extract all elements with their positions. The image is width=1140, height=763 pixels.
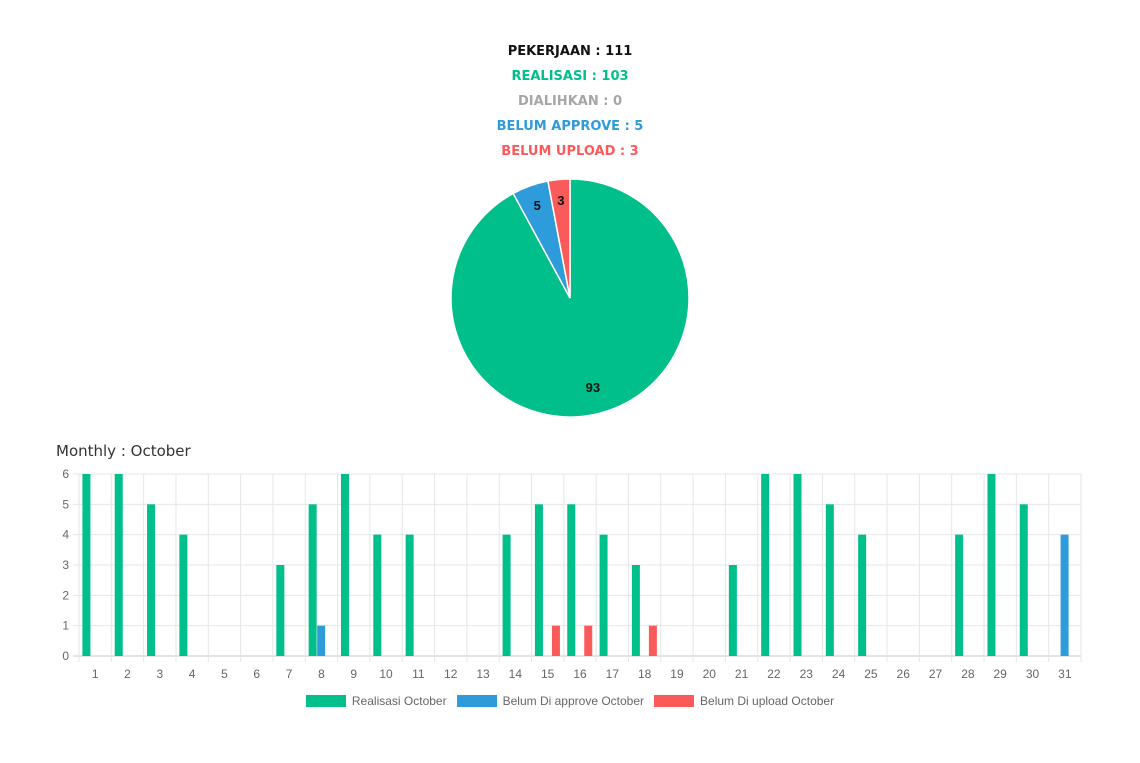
x-tick-label: 18 [638,667,652,681]
bar-belum-upload-16[interactable] [584,625,593,656]
legend-label-belum-approve: Belum Di approve October [502,694,645,708]
bar-realisasi-3[interactable] [147,504,156,656]
bar-realisasi-10[interactable] [373,534,382,656]
bar-realisasi-23[interactable] [793,474,802,656]
stat-belum-upload: BELUM UPLOAD : 3 [501,144,639,159]
x-tick-label: 1 [92,667,99,681]
bar-realisasi-24[interactable] [825,504,834,656]
bar-realisasi-7[interactable] [276,565,285,656]
x-tick-label: 31 [1058,667,1072,681]
y-tick-label: 2 [62,588,69,602]
x-tick-label: 15 [541,667,555,681]
y-tick-label: 3 [62,558,69,572]
x-tick-label: 23 [800,667,814,681]
x-tick-label: 20 [703,667,717,681]
legend-item-belum-upload[interactable]: Belum Di upload October [654,694,834,708]
bar-realisasi-30[interactable] [1019,504,1028,656]
y-tick-label: 5 [62,497,69,511]
bar-belum-approve-8[interactable] [317,625,326,656]
x-tick-label: 12 [444,667,458,681]
x-tick-label: 2 [124,667,131,681]
bar-realisasi-14[interactable] [502,534,511,656]
x-tick-label: 26 [897,667,911,681]
bar-realisasi-8[interactable] [308,504,317,656]
x-tick-label: 17 [606,667,620,681]
bar-belum-upload-15[interactable] [551,625,560,656]
bar-realisasi-4[interactable] [179,534,188,656]
bar-realisasi-28[interactable] [955,534,964,656]
x-tick-label: 29 [994,667,1008,681]
legend-swatch-belum-approve [456,695,497,707]
pie-label-belum-upload: 3 [557,193,564,208]
x-tick-label: 27 [929,667,943,681]
bar-belum-approve-31[interactable] [1060,534,1069,656]
x-tick-label: 22 [767,667,781,681]
monthly-title: Monthly : October [56,442,191,460]
x-tick-label: 9 [350,667,357,681]
x-tick-label: 28 [961,667,975,681]
legend-label-realisasi: Realisasi October [351,694,447,708]
x-tick-label: 8 [318,667,325,681]
bar-realisasi-22[interactable] [761,474,770,656]
legend-label-belum-upload: Belum Di upload October [700,694,835,708]
pie-label-realisasi: 93 [586,380,600,395]
x-tick-label: 5 [221,667,228,681]
bar-realisasi-18[interactable] [631,565,640,656]
x-tick-label: 25 [864,667,878,681]
stat-dialihkan: DIALIHKAN : 0 [518,94,622,109]
x-tick-label: 4 [189,667,196,681]
summary-stats: PEKERJAAN : 111 REALISASI : 103 DIALIHKA… [420,42,720,167]
pie-label-belum-approve: 5 [534,198,541,213]
bar-realisasi-9[interactable] [340,474,349,656]
x-tick-label: 16 [573,667,587,681]
chart-legend: Realisasi October Belum Di approve Octob… [0,694,1140,708]
x-tick-label: 3 [156,667,163,681]
bar-realisasi-29[interactable] [987,474,996,656]
stat-realisasi: REALISASI : 103 [511,69,629,84]
x-tick-label: 14 [509,667,523,681]
x-tick-label: 10 [379,667,393,681]
bar-realisasi-17[interactable] [599,534,608,656]
legend-swatch-realisasi [305,695,346,707]
y-tick-label: 0 [62,649,69,663]
bar-realisasi-15[interactable] [534,504,543,656]
bar-realisasi-1[interactable] [82,474,91,656]
bar-realisasi-25[interactable] [858,534,867,656]
x-tick-label: 24 [832,667,846,681]
x-tick-label: 30 [1026,667,1040,681]
bar-realisasi-2[interactable] [114,474,123,656]
pie-chart: 93 5 3 [450,178,690,418]
x-tick-label: 21 [735,667,749,681]
legend-swatch-belum-upload [654,695,695,707]
x-tick-label: 7 [286,667,293,681]
x-tick-label: 6 [253,667,260,681]
bar-realisasi-21[interactable] [728,565,737,656]
legend-item-belum-approve[interactable]: Belum Di approve October [456,694,645,708]
bar-belum-upload-18[interactable] [648,625,657,656]
pie-slice-belum-upload[interactable] [547,178,571,299]
x-tick-label: 13 [476,667,490,681]
stat-belum-approve: BELUM APPROVE : 5 [496,119,644,134]
stat-pekerjaan: PEKERJAAN : 111 [507,44,633,59]
y-tick-label: 1 [62,619,69,633]
legend-item-realisasi[interactable]: Realisasi October [305,694,447,708]
bar-realisasi-16[interactable] [567,504,576,656]
y-tick-label: 6 [62,467,69,481]
bar-realisasi-11[interactable] [405,534,414,656]
y-tick-label: 4 [62,528,69,542]
x-tick-label: 11 [412,667,425,681]
x-tick-label: 19 [670,667,684,681]
